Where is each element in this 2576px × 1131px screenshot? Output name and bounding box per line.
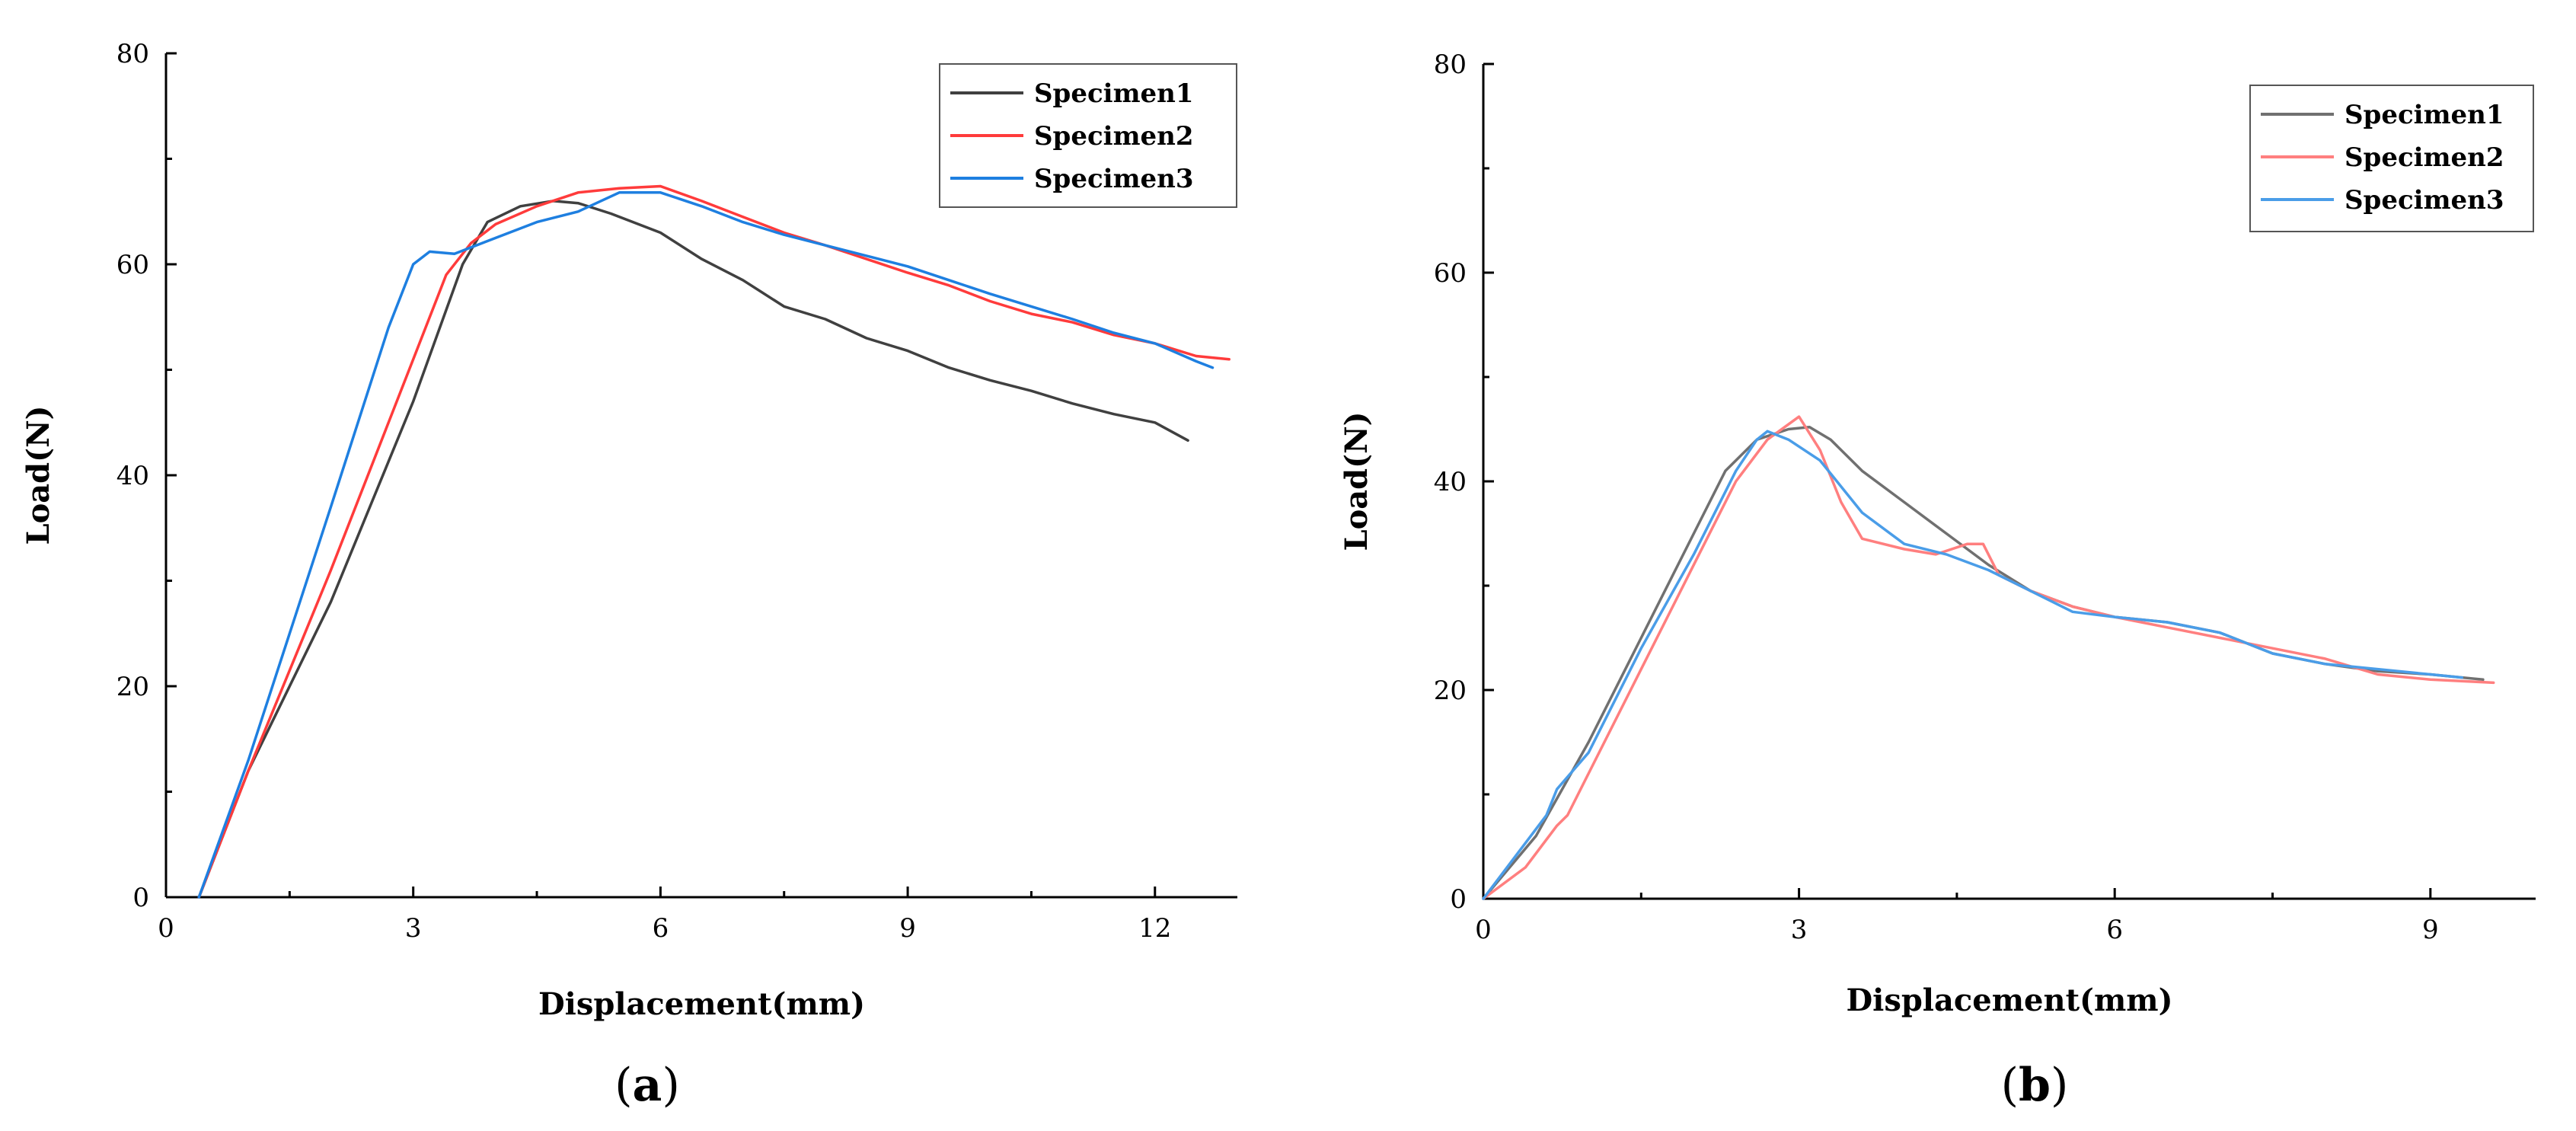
y-ticks: 0 20 40 60 80 — [1434, 50, 1494, 915]
x-tick-label: 9 — [2422, 915, 2439, 945]
x-tick-label: 6 — [2106, 915, 2123, 945]
series-line-specimen2 — [1482, 415, 2495, 900]
x-axis-label: Displacement(mm) — [538, 986, 865, 1022]
x-tick-label: 9 — [899, 913, 916, 944]
x-ticks: 0 3 6 9 — [1475, 888, 2439, 945]
y-tick-label: 60 — [1434, 258, 1467, 289]
series-line-specimen3 — [1482, 430, 2464, 900]
series-line-specimen2 — [197, 184, 1231, 899]
legend-label: Specimen3 — [1034, 164, 1194, 194]
legend-label: Specimen1 — [2345, 100, 2504, 130]
x-ticks: 0 3 6 9 12 — [158, 887, 1171, 944]
y-ticks: 0 20 40 60 80 — [117, 39, 177, 913]
legend-label: Specimen2 — [2345, 142, 2504, 173]
x-tick-label: 12 — [1138, 913, 1171, 944]
x-axis-label: Displacement(mm) — [1846, 982, 2172, 1018]
y-axis-label: Load(N) — [21, 405, 56, 545]
y-tick-label: 80 — [117, 39, 149, 69]
y-tick-label: 0 — [132, 883, 149, 913]
y-tick-label: 40 — [1434, 467, 1467, 497]
x-tick-label: 6 — [653, 913, 669, 944]
legend-label: Specimen3 — [2345, 185, 2504, 216]
x-tick-label: 3 — [1791, 915, 1808, 945]
x-tick-label: 0 — [158, 913, 174, 944]
legend-label: Specimen2 — [1034, 121, 1194, 152]
panel-letter: a — [633, 1059, 662, 1112]
panel-label: (a) — [614, 1059, 680, 1112]
panel-label: (b) — [2001, 1059, 2069, 1112]
x-tick-label: 0 — [1475, 915, 1492, 945]
legend-label: Specimen1 — [1034, 78, 1194, 109]
y-tick-label: 40 — [117, 461, 149, 491]
x-tick-label: 3 — [405, 913, 422, 944]
series-lines — [197, 184, 1231, 899]
panel-letter: b — [2019, 1059, 2051, 1112]
y-tick-label: 20 — [117, 672, 149, 702]
y-tick-label: 0 — [1450, 884, 1467, 915]
series-lines — [1482, 415, 2495, 900]
legend: Specimen1 Specimen2 Specimen3 — [2249, 85, 2534, 232]
y-axis-label: Load(N) — [1339, 411, 1374, 551]
legend: Specimen1 Specimen2 Specimen3 — [939, 63, 1237, 208]
series-line-specimen3 — [197, 191, 1215, 899]
series-line-specimen1 — [197, 200, 1189, 899]
y-tick-label: 80 — [1434, 50, 1467, 80]
y-tick-label: 20 — [1434, 676, 1467, 706]
y-tick-label: 60 — [117, 250, 149, 280]
